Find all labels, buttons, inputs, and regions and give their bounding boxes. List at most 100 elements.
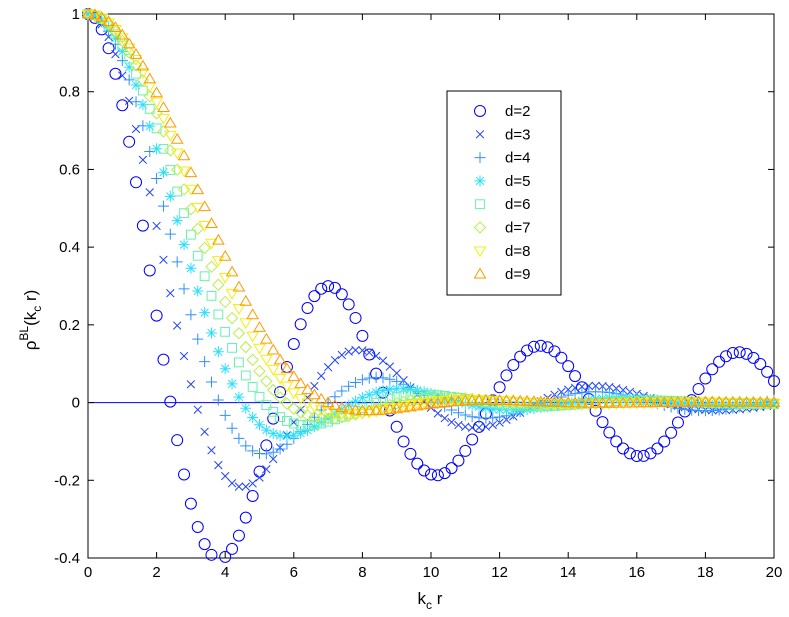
- data-point: [102, 15, 115, 27]
- data-point: [218, 295, 232, 309]
- data-point: [232, 304, 246, 315]
- data-point: [577, 382, 587, 391]
- y-tick-label: -0.2: [54, 472, 80, 489]
- data-point: [310, 381, 319, 391]
- data-point: [754, 357, 767, 370]
- data-point: [259, 332, 273, 344]
- data-point: [157, 113, 170, 125]
- x-tick-label: 0: [84, 564, 92, 581]
- data-point: [671, 395, 685, 407]
- data-point: [500, 404, 512, 416]
- data-point: [473, 401, 485, 413]
- data-point: [761, 398, 773, 410]
- legend-label: d=6: [505, 196, 530, 213]
- data-point: [342, 409, 356, 421]
- data-point: [166, 289, 175, 298]
- data-point: [268, 406, 279, 417]
- data-point: [425, 468, 437, 481]
- data-point: [554, 396, 568, 408]
- data-point: [267, 412, 280, 425]
- data-point: [116, 99, 129, 112]
- data-point: [301, 398, 314, 410]
- data-point: [335, 411, 349, 424]
- data-point: [280, 362, 294, 374]
- data-point: [267, 428, 279, 440]
- data-point: [410, 399, 424, 411]
- legend: d=2 d=3 d=4 d=5 d=6 d=7 d=8 d=9: [446, 90, 562, 296]
- data-point: [82, 8, 94, 20]
- data-point: [500, 394, 513, 406]
- data-point: [481, 422, 491, 431]
- data-point: [623, 447, 636, 460]
- data-point: [398, 390, 409, 401]
- data-point: [281, 430, 293, 442]
- data-point: [623, 396, 637, 408]
- y-tick-label: 1: [72, 6, 80, 23]
- data-point: [226, 378, 238, 390]
- plot-area: [87, 13, 775, 559]
- data-point: [488, 420, 497, 430]
- data-point: [322, 412, 334, 424]
- data-point: [255, 473, 264, 482]
- data-point: [143, 72, 157, 84]
- x-tick-label: 8: [358, 564, 366, 581]
- data-point: [404, 447, 417, 460]
- legend-label: d=9: [505, 266, 530, 283]
- data-point: [461, 422, 470, 431]
- data-point: [287, 402, 301, 415]
- y-tick-label: 0: [72, 395, 80, 412]
- data-point: [630, 396, 644, 408]
- data-point: [178, 468, 191, 481]
- data-point: [459, 444, 472, 457]
- data-point: [561, 396, 575, 408]
- data-point: [177, 149, 191, 161]
- data-point: [637, 449, 650, 462]
- data-point: [337, 350, 347, 360]
- data-point: [192, 333, 204, 345]
- data-point: [506, 394, 520, 406]
- data-point: [321, 412, 335, 425]
- data-point: [226, 542, 239, 555]
- data-point: [664, 397, 678, 409]
- data-point: [445, 395, 458, 407]
- data-point: [699, 372, 712, 385]
- data-point: [95, 10, 109, 22]
- data-point: [247, 382, 258, 392]
- data-point: [440, 413, 449, 423]
- data-point: [191, 520, 204, 533]
- data-point: [747, 399, 759, 411]
- data-point: [234, 482, 244, 491]
- data-point: [452, 396, 464, 408]
- data-point: [171, 215, 183, 227]
- data-point: [177, 166, 191, 178]
- data-point: [397, 395, 410, 409]
- data-point: [358, 346, 367, 355]
- x-tick-label: 16: [628, 564, 645, 581]
- data-point: [185, 309, 197, 321]
- data-point: [262, 465, 271, 474]
- data-point: [363, 372, 375, 384]
- data-point: [328, 281, 341, 294]
- data-point: [610, 435, 623, 448]
- data-point: [163, 130, 177, 142]
- data-point: [282, 416, 292, 426]
- data-point: [330, 355, 340, 365]
- data-point: [273, 391, 287, 404]
- data-point: [240, 402, 252, 414]
- data-point: [131, 124, 141, 134]
- data-point: [247, 445, 259, 457]
- data-point: [130, 79, 142, 91]
- data-point: [294, 406, 307, 419]
- x-axis-label: kc r: [418, 589, 443, 612]
- data-point: [493, 381, 506, 394]
- data-point: [569, 396, 581, 408]
- data-point: [671, 397, 685, 409]
- data-point: [234, 357, 244, 368]
- data-point: [267, 446, 279, 458]
- data-point: [693, 399, 705, 411]
- data-point: [692, 395, 705, 407]
- data-point: [548, 345, 561, 358]
- data-point: [555, 351, 568, 364]
- data-point: [219, 363, 231, 375]
- data-point: [192, 285, 204, 297]
